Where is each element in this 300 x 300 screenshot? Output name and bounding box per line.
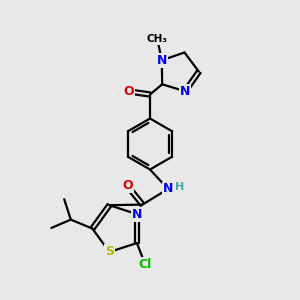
Text: N: N xyxy=(163,182,173,196)
Text: N: N xyxy=(132,208,142,220)
Text: O: O xyxy=(122,179,133,193)
Text: Cl: Cl xyxy=(139,258,152,271)
Text: CH₃: CH₃ xyxy=(147,34,168,44)
Text: H: H xyxy=(175,182,184,193)
Text: O: O xyxy=(124,85,134,98)
Text: N: N xyxy=(157,54,167,67)
Text: N: N xyxy=(180,85,190,98)
Text: S: S xyxy=(105,245,114,259)
